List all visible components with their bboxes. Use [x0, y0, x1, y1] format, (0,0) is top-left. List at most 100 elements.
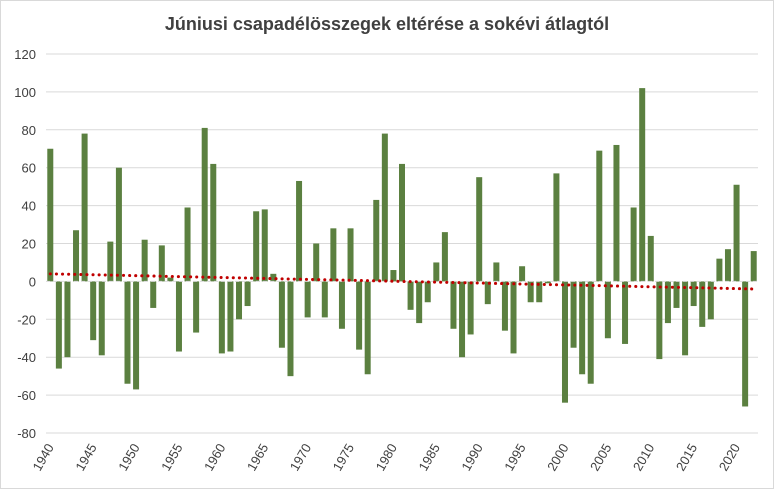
bar-1941: [55, 281, 62, 369]
bar-1940: [47, 148, 54, 282]
bar-2009: [639, 88, 646, 282]
bar-2018: [716, 258, 723, 282]
bar-1979: [381, 133, 388, 282]
bar-1976: [356, 281, 363, 350]
bar-1949: [124, 281, 131, 384]
y-tick-label: 100: [14, 85, 36, 100]
trend-line: [48, 272, 756, 291]
bar-1996: [527, 281, 534, 303]
bar-1965: [261, 209, 268, 282]
bar-2013: [673, 281, 680, 308]
x-tick-label: 1990: [458, 441, 485, 474]
x-tick-label: 2010: [630, 441, 657, 474]
bar-1975: [347, 228, 354, 282]
x-tick-label: 2000: [544, 441, 571, 474]
y-tick-label: 80: [22, 123, 36, 138]
bar-1946: [98, 281, 105, 356]
y-tick-label: -60: [17, 388, 36, 403]
bar-1969: [296, 180, 303, 282]
bar-1984: [424, 281, 431, 303]
bar-2010: [647, 235, 654, 282]
bar-1942: [64, 281, 71, 358]
bar-2011: [656, 281, 663, 360]
bar-1999: [553, 173, 560, 282]
bar-2002: [579, 281, 586, 375]
bar-1945: [90, 281, 97, 341]
bar-1957: [193, 281, 200, 333]
bar-1982: [407, 281, 414, 310]
bar-2006: [613, 144, 620, 282]
bar-1953: [158, 245, 165, 282]
bar-1960: [218, 281, 225, 354]
bar-1978: [373, 199, 380, 282]
x-tick-label: 1940: [29, 441, 56, 474]
bar-1955: [175, 281, 182, 352]
bar-1973: [330, 228, 337, 282]
bar-1995: [519, 266, 526, 282]
x-tick-label: 1975: [330, 441, 357, 474]
bar-1998: [544, 281, 551, 284]
bar-2005: [604, 281, 611, 339]
x-tick-label: 1955: [158, 441, 185, 474]
bar-1944: [81, 133, 88, 282]
bar-1967: [278, 281, 285, 348]
bar-1986: [441, 232, 448, 282]
x-tick-label: 2020: [716, 441, 743, 474]
y-tick-label: -80: [17, 426, 36, 441]
bar-2015: [690, 281, 697, 307]
x-tick-label: 1960: [201, 441, 228, 474]
bar-1981: [399, 163, 405, 282]
bar-1966: [270, 273, 277, 282]
bar-2007: [622, 281, 629, 344]
x-tick-label: 2015: [673, 441, 700, 474]
bar-2003: [587, 281, 594, 384]
bar-1992: [493, 262, 500, 282]
bar-2012: [664, 281, 671, 324]
x-tick-label: 1985: [415, 441, 442, 474]
bar-1991: [484, 281, 491, 305]
bar-2021: [742, 281, 749, 407]
x-tick-label: 1945: [72, 441, 99, 474]
bar-1972: [321, 281, 328, 318]
bar-1977: [364, 281, 371, 375]
bar-1958: [201, 127, 208, 282]
bar-1961: [227, 281, 234, 352]
y-tick-label: 0: [29, 274, 36, 289]
x-tick-label: 1965: [244, 441, 271, 474]
bar-2008: [630, 207, 637, 282]
bar-2017: [707, 281, 714, 320]
bar-1987: [450, 281, 457, 329]
bar-1950: [133, 281, 140, 390]
bar-1943: [73, 230, 80, 282]
bar-1964: [253, 211, 260, 282]
bar-1971: [313, 243, 320, 282]
bar-2020: [733, 184, 740, 282]
bar-2001: [570, 281, 577, 348]
bar-1985: [433, 262, 440, 282]
bar-1994: [510, 281, 517, 354]
bar-2022: [750, 251, 757, 282]
bar-1993: [501, 281, 508, 331]
bar-1970: [304, 281, 311, 318]
bar-1952: [150, 281, 157, 308]
bar-1962: [236, 281, 243, 320]
y-tick-label: 20: [22, 237, 36, 252]
bar-1947: [107, 241, 114, 282]
bar-1963: [244, 281, 251, 307]
bar-1968: [287, 281, 294, 377]
bar-1948: [115, 167, 122, 282]
bar-1988: [459, 281, 466, 358]
bar-1997: [536, 281, 543, 303]
bar-1956: [184, 207, 191, 282]
bar-1980: [390, 270, 397, 282]
bar-1974: [338, 281, 345, 329]
x-tick-label: 1970: [287, 441, 314, 474]
x-tick-label: 1980: [373, 441, 400, 474]
bar-2004: [596, 150, 603, 282]
bar-1951: [141, 239, 148, 282]
y-tick-label: 40: [22, 199, 36, 214]
chart-title: Júniusi csapadélösszegek eltérése a soké…: [164, 14, 610, 34]
bar-2016: [699, 281, 706, 327]
bar-2014: [682, 281, 689, 356]
y-tick-label: 120: [14, 47, 36, 62]
